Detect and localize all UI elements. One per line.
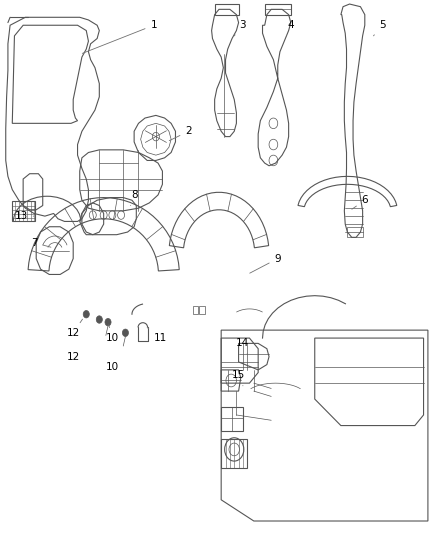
Text: 12: 12 [67,352,80,361]
Circle shape [105,318,111,326]
Text: 4: 4 [286,20,294,36]
Text: 6: 6 [352,195,368,209]
Text: 10: 10 [106,325,119,343]
Circle shape [83,311,89,318]
Text: 7: 7 [31,238,51,248]
Text: 10: 10 [106,362,119,372]
Text: 12: 12 [67,319,82,338]
Circle shape [122,329,128,336]
Text: 14: 14 [237,338,250,354]
Text: 8: 8 [131,190,138,206]
Text: 1: 1 [82,20,157,53]
Text: 3: 3 [234,20,246,36]
Text: 2: 2 [169,126,192,141]
Text: 15: 15 [232,370,245,386]
Text: 5: 5 [374,20,385,36]
Circle shape [96,316,102,323]
Text: 9: 9 [250,254,281,273]
Text: 13: 13 [14,211,34,221]
Text: 11: 11 [147,327,167,343]
